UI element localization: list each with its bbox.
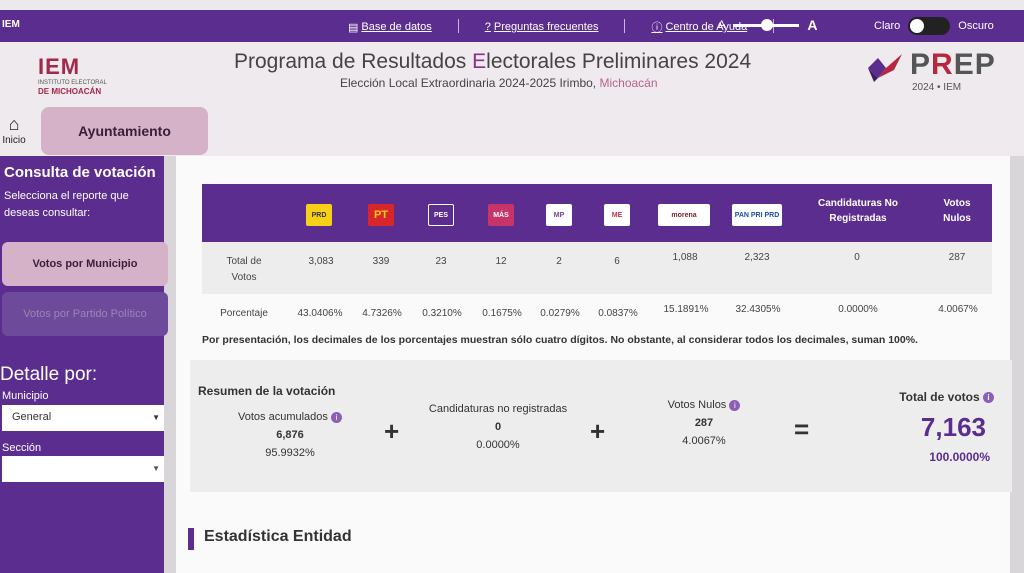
table-cell: 15.1891% bbox=[663, 304, 709, 315]
plus-icon: + bbox=[384, 416, 400, 446]
party-logo-pt: PT bbox=[368, 204, 394, 226]
tab-ayuntamiento[interactable]: Ayuntamiento bbox=[41, 107, 208, 155]
link-base-de-datos[interactable]: ▤ Base de datos bbox=[348, 21, 432, 34]
table-cell: 23 bbox=[435, 256, 447, 267]
prep-word: PREP bbox=[910, 48, 996, 81]
party-logo-me: ME bbox=[604, 204, 630, 226]
party-logo-mp: MP bbox=[546, 204, 572, 226]
party-logo-prd: PRD bbox=[306, 204, 332, 226]
topbar-logo: IEM bbox=[2, 19, 20, 30]
estadistica-heading: Estadística Entidad bbox=[188, 528, 352, 550]
divider bbox=[457, 19, 459, 33]
info-icon[interactable]: i bbox=[729, 399, 741, 411]
total-votos-label: Total de votos i bbox=[899, 390, 994, 404]
nav-row: ⌂ Inicio Ayuntamiento bbox=[0, 106, 1024, 156]
table-cell: 3,083 bbox=[308, 256, 334, 267]
total-votos-value: 7,163 bbox=[920, 412, 986, 442]
party-logo-mas: MÁS bbox=[488, 204, 514, 226]
party-logo-pes: PES bbox=[428, 204, 454, 226]
votos-municipio-button[interactable]: Votos por Municipio bbox=[2, 242, 168, 286]
party-logo-morena: morena bbox=[658, 204, 710, 226]
font-large-label: A bbox=[807, 17, 818, 33]
page-title: Programa de Resultados Electorales Preli… bbox=[234, 50, 752, 73]
caret-down-icon: ▼ bbox=[152, 464, 160, 473]
municipio-select[interactable]: General ▼ bbox=[2, 405, 164, 431]
row-label: Total de Votos bbox=[226, 256, 262, 283]
info-icon: ⓘ bbox=[651, 22, 663, 34]
table-cell: 4.7326% bbox=[362, 308, 402, 319]
table-cell: 0.0279% bbox=[540, 308, 580, 319]
sidebar: Consulta de votación Selecciona el repor… bbox=[0, 156, 168, 573]
table-cell: 0.0000% bbox=[838, 304, 878, 315]
slider-knob[interactable] bbox=[761, 18, 774, 31]
database-icon: ▤ bbox=[348, 21, 359, 34]
table-cell: 6 bbox=[614, 256, 620, 267]
seccion-label: Sección bbox=[2, 442, 42, 454]
caret-down-icon: ▼ bbox=[152, 413, 160, 422]
results-table-header: PRD PT PES MÁS MP ME morena PAN PRI PRD … bbox=[202, 184, 992, 242]
font-size-slider[interactable] bbox=[733, 18, 800, 31]
font-size-control: A A bbox=[718, 17, 817, 33]
votos-partido-button[interactable]: Votos por Partido Político bbox=[2, 292, 168, 336]
table-cell: 0.0837% bbox=[598, 308, 638, 319]
theme-light-label: Claro bbox=[874, 20, 901, 32]
table-cell: 2,323 bbox=[744, 252, 770, 263]
table-cell: 1,088 bbox=[672, 252, 698, 263]
divider bbox=[624, 19, 626, 33]
iem-logo[interactable]: IEM INSTITUTO ELECTORAL DE MICHOACÁN bbox=[38, 54, 107, 96]
percentage-note: Por presentación, los decimales de los p… bbox=[202, 334, 918, 346]
col-votos-nulos: Votos Nulos bbox=[943, 198, 971, 224]
theme-switch: Claro Oscuro bbox=[874, 17, 994, 35]
link-preguntas[interactable]: ? Preguntas frecuentes bbox=[484, 21, 599, 33]
table-cell: 32.4305% bbox=[735, 304, 781, 315]
seccion-select[interactable]: ▼ bbox=[2, 456, 164, 482]
info-icon[interactable]: i bbox=[330, 411, 342, 423]
summary-title: Resumen de la votación bbox=[198, 384, 336, 398]
table-cell: 2 bbox=[556, 256, 562, 267]
table-row-total: Total de Votos 3,083 339 23 12 2 6 1,088… bbox=[202, 242, 992, 294]
sidebar-heading: Consulta de votación bbox=[4, 164, 156, 181]
table-row-porcentaje: Porcentaje 43.0406% 4.7326% 0.3210% 0.16… bbox=[202, 294, 992, 328]
table-cell: 287 bbox=[948, 252, 966, 263]
summary-box: Resumen de la votación Votos acumulados … bbox=[190, 360, 1012, 492]
votos-acumulados: Votos acumulados i 6,876 95.9932% bbox=[230, 408, 350, 462]
link-centro-ayuda[interactable]: ⓘ Centro de Ayuda bbox=[651, 21, 748, 34]
table-cell: 0.3210% bbox=[422, 308, 462, 319]
table-cell: 4.0067% bbox=[938, 304, 978, 315]
total-votos-pct: 100.0000% bbox=[929, 450, 990, 464]
detalle-heading: Detalle por: bbox=[0, 364, 98, 385]
votos-nulos: Votos Nulos i 287 4.0067% bbox=[654, 396, 754, 450]
prep-year: 2024 • IEM bbox=[912, 82, 962, 93]
row-label: Porcentaje bbox=[220, 308, 268, 319]
table-cell: 12 bbox=[495, 256, 507, 267]
question-icon: ? bbox=[484, 21, 491, 33]
equals-icon: = bbox=[794, 414, 810, 444]
header: IEM INSTITUTO ELECTORAL DE MICHOACÁN Pro… bbox=[0, 42, 1024, 106]
toggle-knob bbox=[910, 19, 925, 33]
page-subtitle: Elección Local Extraordinaria 2024-2025 … bbox=[340, 76, 658, 90]
home-button[interactable]: ⌂ Inicio bbox=[0, 114, 28, 146]
table-cell: 339 bbox=[372, 256, 390, 267]
table-cell: 43.0406% bbox=[297, 308, 343, 319]
table-cell: 0 bbox=[854, 252, 860, 263]
theme-dark-label: Oscuro bbox=[958, 20, 994, 32]
top-links: ▤ Base de datos ? Preguntas frecuentes ⓘ Ce… bbox=[348, 19, 775, 35]
municipio-label: Municipio bbox=[2, 390, 49, 402]
table-cell: 0.1675% bbox=[482, 308, 522, 319]
home-icon: ⌂ bbox=[8, 114, 20, 134]
browser-strip bbox=[0, 0, 1024, 10]
info-icon[interactable]: i bbox=[983, 392, 994, 404]
prep-gem-icon bbox=[868, 54, 902, 82]
prep-logo: PREP 2024 • IEM bbox=[868, 48, 996, 93]
candidaturas-no-registradas: Candidaturas no registradas 0 0.0000% bbox=[428, 403, 568, 451]
results-panel: PRD PT PES MÁS MP ME morena PAN PRI PRD … bbox=[176, 156, 1012, 573]
sidebar-prompt: Selecciona el reporte que deseas consult… bbox=[4, 190, 129, 219]
plus-icon: + bbox=[590, 416, 606, 446]
top-bar: IEM ▤ Base de datos ? Preguntas frecuentes… bbox=[0, 10, 1024, 42]
col-no-registradas: Candidaturas No Registradas bbox=[817, 198, 898, 224]
theme-toggle[interactable] bbox=[908, 17, 951, 35]
party-logo-pan-pri-prd: PAN PRI PRD bbox=[732, 204, 782, 226]
font-small-label: A bbox=[718, 19, 726, 31]
